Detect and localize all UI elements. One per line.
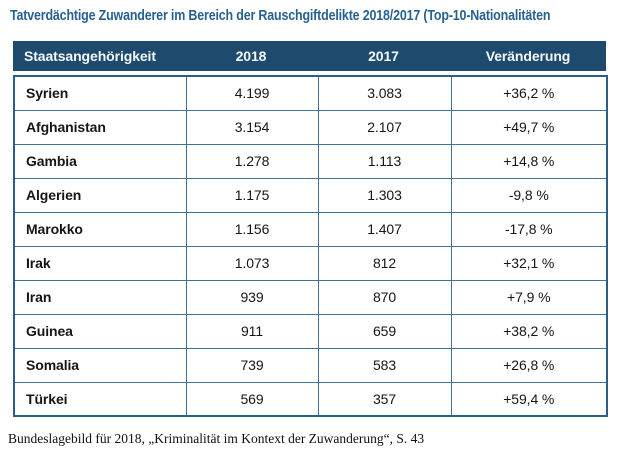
value-2018-cell: 1.175 (185, 177, 319, 213)
table-row: Somalia 739 583 +26,8 % (13, 347, 608, 383)
country-cell: Irak (13, 245, 187, 281)
table-body: Syrien 4.199 3.083 +36,2 % Afghanistan 3.154 2… (13, 75, 608, 417)
value-2017-cell: 812 (317, 245, 452, 281)
value-2018-cell: 911 (185, 313, 319, 349)
value-2017-cell: 1.407 (317, 211, 452, 247)
change-cell: +26,8 % (450, 347, 608, 383)
change-cell: +14,8 % (450, 143, 608, 179)
change-cell: +7,9 % (450, 279, 608, 315)
column-header-2018: 2018 (235, 48, 267, 64)
table-row: Afghanistan 3.154 2.107 +49,7 % (13, 109, 608, 145)
value-2018-cell: 1.278 (185, 143, 319, 179)
column-header-nationality: Staatsangehörigkeit (24, 48, 156, 64)
country-cell: Somalia (13, 347, 187, 383)
source-citation: Bundeslagebild für 2018, „Kriminalität i… (8, 431, 425, 446)
statistics-table: Staatsangehörigkeit 2018 2017 Veränderun… (13, 41, 608, 417)
country-cell: Syrien (13, 75, 187, 111)
column-header-2017: 2017 (368, 48, 399, 64)
change-cell: +32,1 % (450, 245, 608, 281)
country-cell: Guinea (13, 313, 187, 349)
change-cell: -9,8 % (450, 177, 608, 213)
country-cell: Türkei (13, 381, 187, 417)
value-2017-cell: 1.303 (317, 177, 452, 213)
value-2017-cell: 870 (317, 279, 452, 315)
country-cell: Afghanistan (13, 109, 187, 145)
value-2017-cell: 2.107 (317, 109, 452, 145)
table-row: Algerien 1.175 1.303 -9,8 % (13, 177, 608, 213)
value-2017-cell: 3.083 (317, 75, 452, 111)
country-cell: Gambia (13, 143, 187, 179)
table-row: Türkei 569 357 +59,4 % (13, 381, 608, 417)
value-2018-cell: 569 (185, 381, 319, 417)
value-2018-cell: 739 (185, 347, 319, 383)
table-body-grid: Syrien 4.199 3.083 +36,2 % Afghanistan 3.154 2… (13, 75, 608, 417)
table-header-row: Staatsangehörigkeit 2018 2017 Veränderun… (13, 41, 606, 71)
table-row: Guinea 911 659 +38,2 % (13, 313, 608, 349)
change-cell: -17,8 % (450, 211, 608, 247)
table-row: Gambia 1.278 1.113 +14,8 % (13, 143, 608, 179)
country-cell: Iran (13, 279, 187, 315)
change-cell: +38,2 % (450, 313, 608, 349)
value-2018-cell: 1.156 (185, 211, 319, 247)
country-cell: Algerien (13, 177, 187, 213)
change-cell: +36,2 % (450, 75, 608, 111)
value-2017-cell: 583 (317, 347, 452, 383)
value-2018-cell: 939 (185, 279, 319, 315)
table-row: Irak 1.073 812 +32,1 % (13, 245, 608, 281)
table-title: Tatverdächtige Zuwanderer im Bereich der… (10, 8, 551, 24)
value-2017-cell: 1.113 (317, 143, 452, 179)
country-cell: Marokko (13, 211, 187, 247)
value-2018-cell: 1.073 (185, 245, 319, 281)
column-header-change: Veränderung (485, 48, 571, 64)
table-row: Marokko 1.156 1.407 -17,8 % (13, 211, 608, 247)
value-2017-cell: 659 (317, 313, 452, 349)
document-page: Tatverdächtige Zuwanderer im Bereich der… (8, 8, 608, 446)
table-row: Iran 939 870 +7,9 % (13, 279, 608, 315)
value-2018-cell: 4.199 (185, 75, 319, 111)
change-cell: +49,7 % (450, 109, 608, 145)
table-row: Syrien 4.199 3.083 +36,2 % (13, 75, 608, 111)
value-2018-cell: 3.154 (185, 109, 319, 145)
value-2017-cell: 357 (317, 381, 452, 417)
change-cell: +59,4 % (450, 381, 608, 417)
